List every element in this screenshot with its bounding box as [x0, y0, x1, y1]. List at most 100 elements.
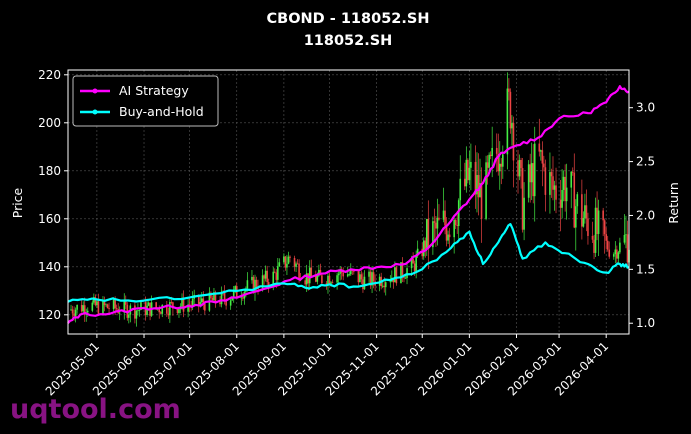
- candle-body: [103, 299, 106, 306]
- candle-body: [264, 270, 267, 279]
- candle-body: [261, 275, 264, 290]
- candle-body: [523, 197, 525, 230]
- candle-body: [389, 281, 392, 283]
- candle-body: [80, 304, 83, 312]
- candle-body: [488, 154, 490, 168]
- candle-body: [82, 305, 85, 312]
- candle-body: [172, 302, 174, 309]
- candle-body: [211, 297, 214, 301]
- candle-body: [368, 271, 370, 277]
- candle-body: [532, 163, 535, 197]
- candle-body: [138, 309, 141, 311]
- candle-body: [454, 219, 457, 226]
- candle-body: [571, 171, 574, 173]
- candle-body: [331, 282, 334, 284]
- y-tick-label: 140: [38, 260, 61, 274]
- candle-body: [518, 159, 521, 177]
- candle-body: [266, 270, 268, 283]
- candle-body: [608, 249, 611, 257]
- candle-body: [315, 276, 317, 282]
- candle-body: [202, 298, 205, 304]
- candle-body: [251, 276, 253, 281]
- legend: AI Strategy Buy-and-Hold: [72, 75, 219, 127]
- candle-body: [146, 305, 148, 315]
- y2-tick-label: 1.0: [636, 316, 655, 330]
- candle-body: [360, 274, 363, 280]
- candle-body: [200, 298, 203, 303]
- candle-body: [135, 310, 138, 319]
- y2-tick-label: 1.5: [636, 262, 655, 276]
- buy-and-hold-line: [67, 223, 630, 303]
- candle-body: [587, 218, 589, 236]
- candle-body: [330, 282, 332, 284]
- watermark: uqtool.com: [10, 394, 181, 425]
- candle-body: [232, 289, 235, 299]
- candle-body: [242, 297, 244, 299]
- candle-body: [573, 172, 576, 228]
- candle-body: [540, 150, 542, 152]
- legend-bh-label: Buy-and-Hold: [119, 104, 204, 119]
- candle-body: [606, 240, 609, 250]
- candle-body: [91, 302, 94, 311]
- candle-body: [371, 272, 373, 286]
- candle-body: [284, 256, 287, 268]
- candle-body: [298, 263, 300, 279]
- candle-body: [549, 172, 551, 195]
- candle-body: [137, 310, 139, 312]
- candle-body: [214, 292, 217, 303]
- legend-box: [72, 75, 219, 127]
- candle-body: [73, 313, 75, 317]
- candle-body: [161, 304, 164, 314]
- candle-body: [584, 205, 586, 218]
- candle-body: [158, 307, 161, 313]
- candle-body: [477, 175, 480, 198]
- candle-body: [234, 286, 237, 290]
- candle-body: [273, 271, 276, 273]
- candle-body: [442, 210, 445, 220]
- candle-body: [316, 275, 319, 282]
- ai-strategy-line: [67, 85, 630, 324]
- candle-body: [71, 309, 74, 314]
- candle-body: [231, 298, 233, 301]
- candle-body: [485, 162, 487, 219]
- candle-body: [246, 280, 249, 289]
- candle-body: [307, 273, 310, 284]
- candle-body: [445, 225, 448, 241]
- candle-body: [427, 218, 430, 248]
- candle-body: [479, 183, 481, 198]
- x-axis-ticks: 2025-05-012025-06-012025-07-012025-08-01…: [43, 334, 611, 398]
- candle-body: [559, 199, 562, 208]
- candle-body: [321, 275, 323, 284]
- candle-body: [486, 162, 489, 168]
- candle-body: [304, 280, 306, 285]
- candle-body: [254, 279, 256, 293]
- candle-body: [328, 275, 331, 284]
- candle-body: [188, 304, 191, 306]
- candle-body: [181, 297, 183, 307]
- candle-body: [106, 304, 109, 309]
- y2-tick-label: 2.0: [636, 208, 655, 222]
- candle-body: [305, 273, 308, 285]
- candle-body: [403, 276, 405, 279]
- candle-body: [626, 234, 629, 263]
- return-lines: [67, 85, 630, 324]
- y2-tick-label: 3.0: [636, 101, 655, 115]
- candle-body: [252, 276, 255, 293]
- candle-body: [286, 263, 288, 268]
- candle-body: [597, 210, 600, 234]
- candle-body: [520, 159, 522, 169]
- candle-body: [225, 299, 227, 306]
- candle-body: [561, 189, 563, 208]
- candle-body: [416, 248, 419, 256]
- candle-body: [295, 263, 297, 267]
- candle-body: [553, 185, 556, 190]
- candle-body: [401, 262, 404, 277]
- candle-body: [210, 292, 212, 298]
- candle-body: [240, 297, 243, 299]
- y-tick-label: 200: [38, 116, 61, 130]
- candle-body: [310, 267, 313, 277]
- y-tick-label: 220: [38, 68, 61, 82]
- candle-body: [433, 221, 436, 223]
- candle-body: [348, 274, 351, 276]
- candle-body: [167, 313, 170, 316]
